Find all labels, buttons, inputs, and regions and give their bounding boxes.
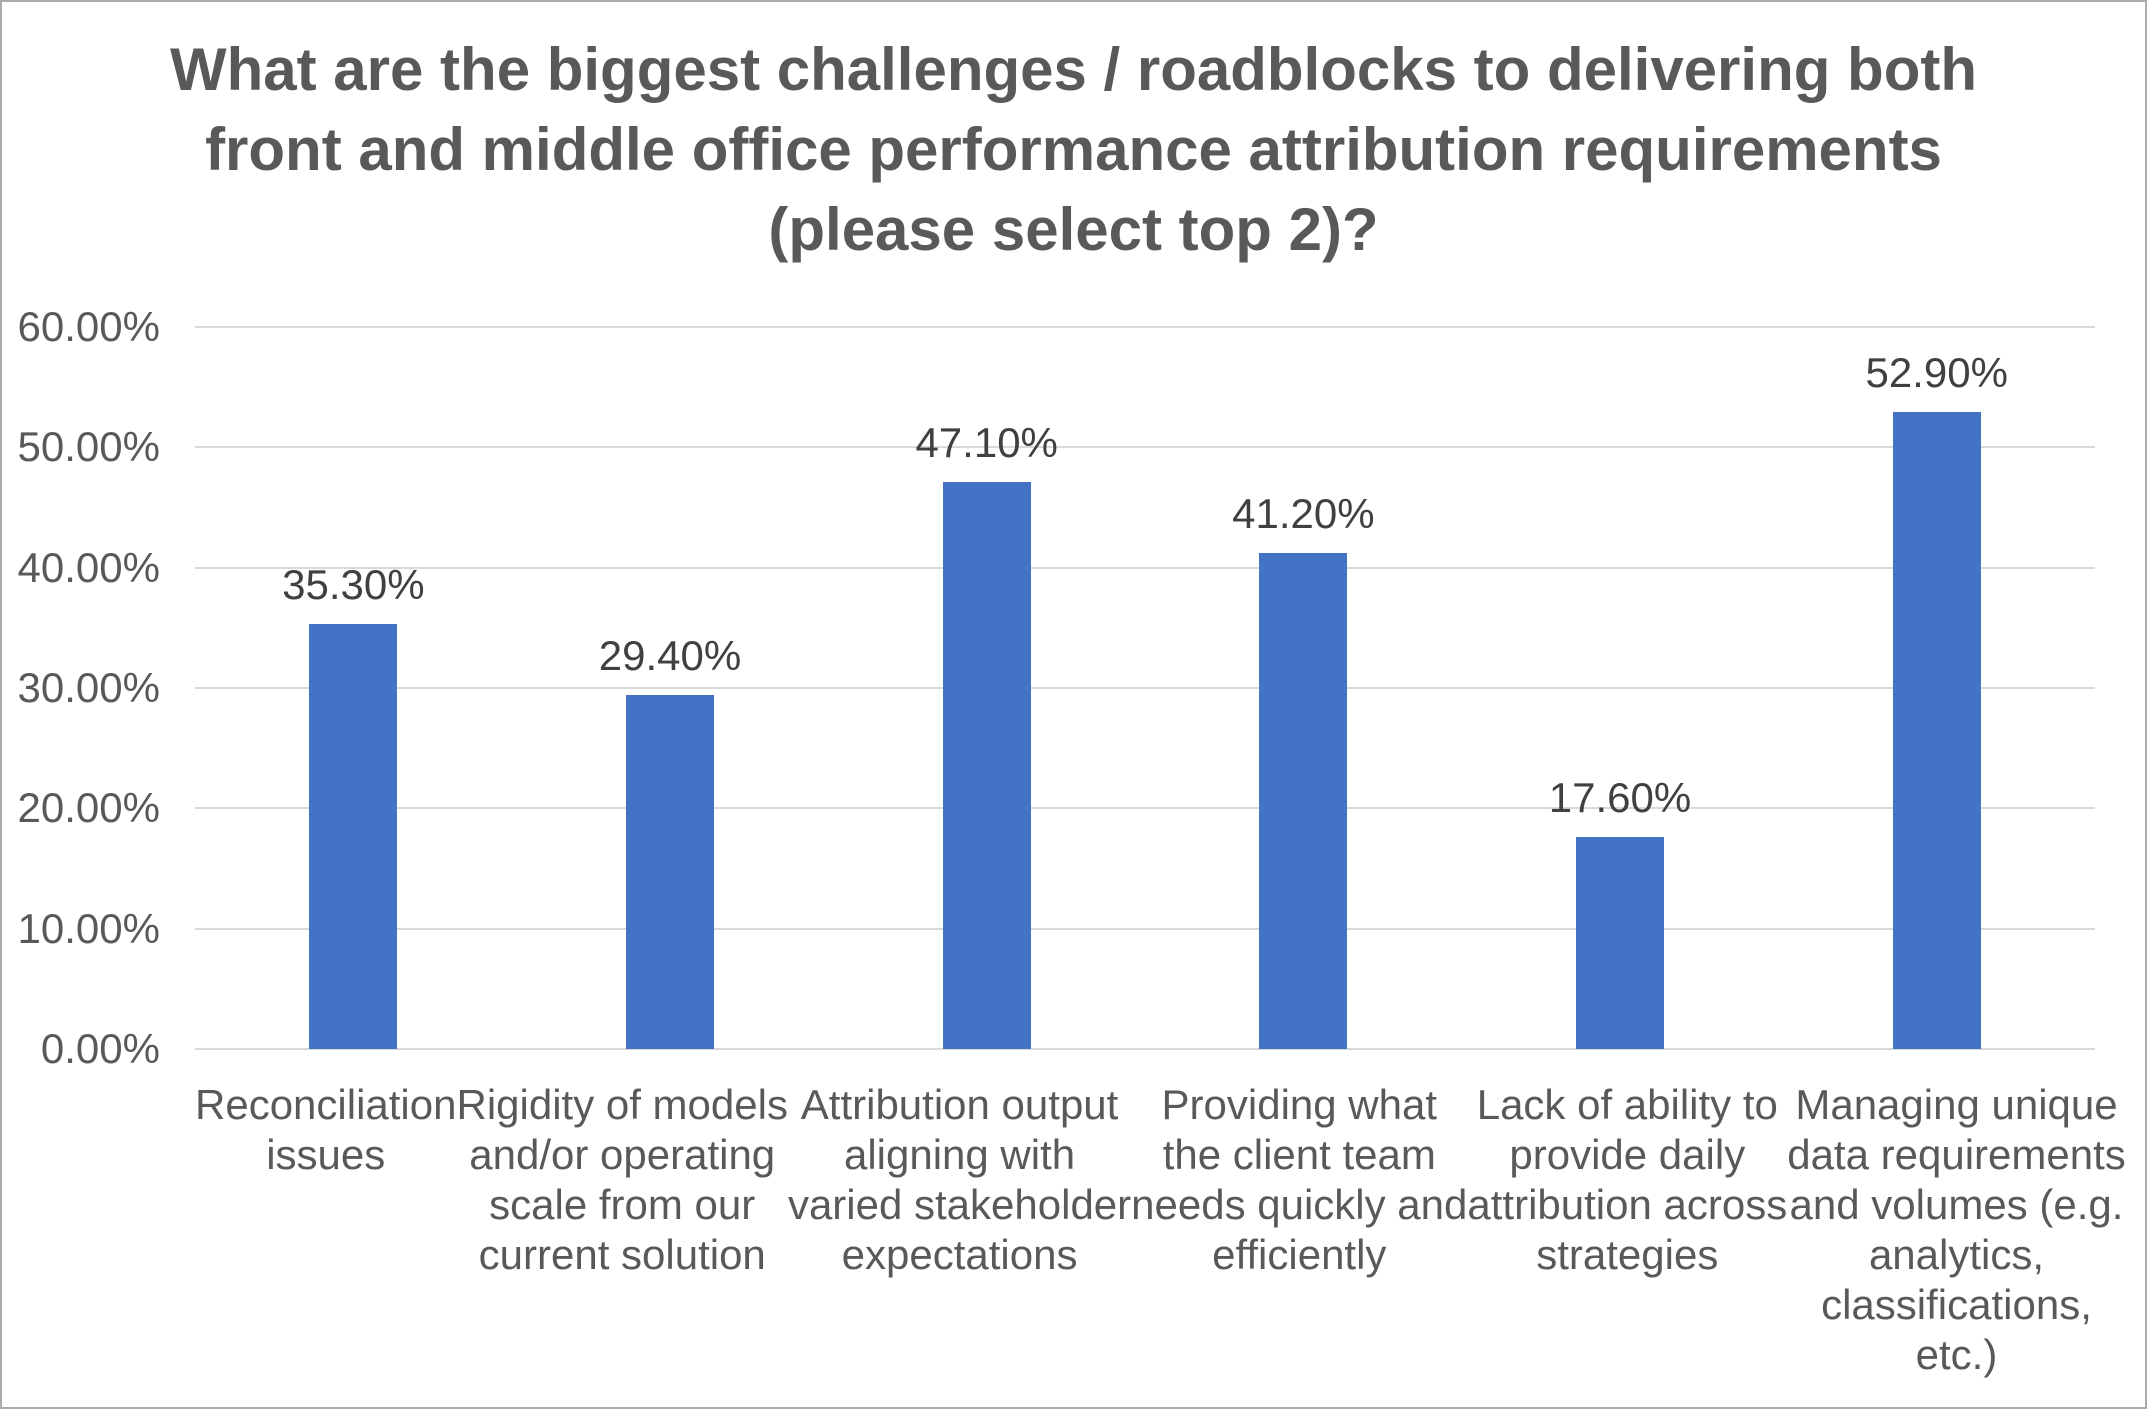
- bar-cell: 29.40%: [512, 327, 829, 1049]
- bar-value-label: 41.20%: [1232, 490, 1375, 538]
- bar-cell: 41.20%: [1145, 327, 1462, 1049]
- category-label: Providing what the client team needs qui…: [1131, 1081, 1468, 1278]
- x-axis: Reconciliation issues Rigidity of models …: [195, 1080, 2126, 1380]
- y-tick-label: 10.00%: [17, 904, 160, 952]
- y-tick-label: 20.00%: [17, 784, 160, 832]
- y-tick-label: 30.00%: [17, 664, 160, 711]
- category-label: Reconciliation issues: [195, 1081, 457, 1178]
- chart-title-line-1: What are the biggest challenges / roadbl…: [170, 36, 1977, 103]
- gridline: [195, 1048, 2095, 1050]
- plot-area: [195, 326, 2095, 1050]
- bar-value-label: 17.60%: [1548, 774, 1692, 822]
- bar-cell: 35.30%: [195, 327, 512, 1049]
- bar: [309, 624, 398, 1049]
- gridline: [195, 446, 2095, 449]
- gridline: [195, 687, 2095, 689]
- bars-row: 35.30% 29.40% 47.10% 41.20% 17.60% 52.90%: [195, 327, 2095, 1049]
- y-axis: 0.00% 10.00% 20.00% 30.00% 40.00% 50.00% 60.00…: [2, 303, 160, 1072]
- y-tick-label: 50.00%: [17, 423, 160, 471]
- category-label: Lack of ability to provide daily attribu…: [1467, 1081, 1788, 1278]
- gridline: [195, 807, 2095, 810]
- bar: [1892, 412, 1981, 1049]
- bar: [1259, 553, 1348, 1049]
- category-label: Rigidity of models and/or operating scal…: [456, 1081, 788, 1278]
- y-tick-label: 60.00%: [17, 303, 160, 350]
- chart-title-line-3: (please select top 2)?: [768, 196, 1379, 263]
- chart-title: What are the biggest challenges / roadbl…: [2, 30, 2145, 270]
- gridline: [195, 927, 2095, 930]
- bar-value-label: 47.10%: [915, 419, 1058, 467]
- y-tick-label: 0.00%: [40, 1025, 160, 1072]
- chart-title-line-2: front and middle office performance attr…: [205, 116, 1942, 183]
- bar-cell: 17.60%: [1462, 327, 1779, 1049]
- gridline: [195, 566, 2095, 569]
- bar: [1576, 837, 1665, 1049]
- category-label: Attribution output aligning with varied …: [787, 1081, 1132, 1278]
- bar-cell: 52.90%: [1778, 327, 2095, 1049]
- bar-value-label: 52.90%: [1865, 349, 2008, 397]
- gridline: [195, 326, 2095, 328]
- y-tick-label: 40.00%: [17, 543, 160, 591]
- bar-value-label: 35.30%: [282, 561, 425, 609]
- bar-value-label: 29.40%: [598, 632, 742, 680]
- bar-cell: 47.10%: [828, 327, 1145, 1049]
- category-label: Managing unique data requirements and vo…: [1787, 1081, 2126, 1378]
- bar: [942, 482, 1031, 1049]
- bar: [626, 695, 714, 1049]
